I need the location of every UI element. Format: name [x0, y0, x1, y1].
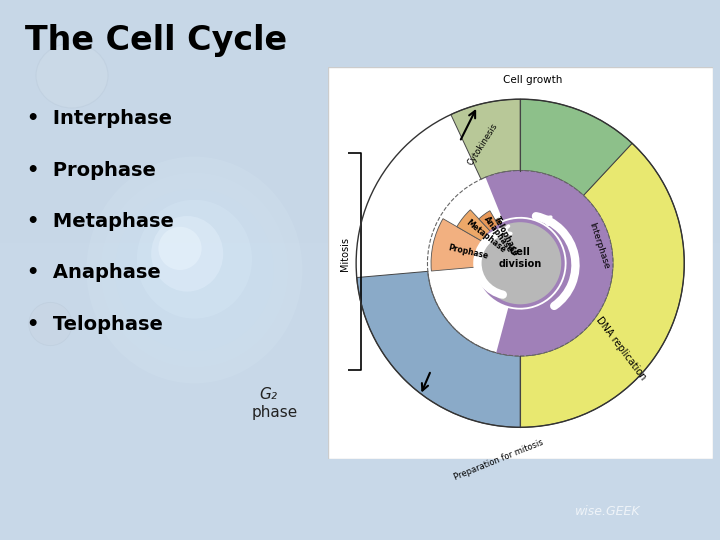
Bar: [0, 27, 720, 54]
Wedge shape: [521, 99, 632, 195]
Text: DNA replication: DNA replication: [594, 315, 648, 382]
Text: •  Interphase: • Interphase: [27, 109, 172, 129]
Text: Metaphase: Metaphase: [464, 218, 508, 254]
Text: Mitosis: Mitosis: [341, 238, 351, 271]
Bar: [0, 432, 720, 459]
Text: phase: phase: [252, 405, 298, 420]
Wedge shape: [485, 171, 613, 356]
Circle shape: [477, 220, 563, 306]
Text: •  Telophase: • Telophase: [27, 314, 163, 334]
Wedge shape: [495, 218, 518, 259]
Text: Prophase: Prophase: [447, 243, 489, 260]
Bar: [0, 351, 720, 378]
Text: Anaphase: Anaphase: [482, 214, 515, 254]
Bar: [0, 486, 720, 513]
Text: •  Anaphase: • Anaphase: [27, 263, 161, 282]
Text: The Cell Cycle: The Cell Cycle: [25, 24, 287, 57]
Bar: [0, 135, 720, 162]
Text: Cytokinesis: Cytokinesis: [466, 122, 500, 167]
Bar: [0, 405, 720, 432]
Text: Preparation for mitosis: Preparation for mitosis: [453, 438, 545, 482]
Bar: [0, 216, 720, 243]
Wedge shape: [457, 210, 516, 261]
Ellipse shape: [137, 200, 252, 319]
Bar: [0, 108, 720, 135]
Wedge shape: [356, 271, 521, 427]
Bar: [0, 324, 720, 351]
Text: •  Metaphase: • Metaphase: [27, 212, 174, 231]
Ellipse shape: [101, 173, 288, 367]
Bar: [0, 270, 720, 297]
Ellipse shape: [158, 227, 202, 270]
Text: Cell
division: Cell division: [498, 247, 542, 269]
Bar: [0, 162, 720, 189]
Text: wise.GEEK: wise.GEEK: [575, 505, 641, 518]
Wedge shape: [479, 211, 518, 259]
Bar: [0, 513, 720, 540]
Bar: [0, 297, 720, 324]
Text: Interphase: Interphase: [587, 221, 611, 270]
Bar: [0, 54, 720, 81]
Ellipse shape: [115, 189, 274, 351]
Wedge shape: [451, 99, 521, 179]
Ellipse shape: [29, 302, 72, 346]
Ellipse shape: [36, 43, 108, 108]
Text: Telophase: Telophase: [492, 215, 521, 258]
Text: •  Prophase: • Prophase: [27, 160, 156, 180]
Bar: [0, 81, 720, 108]
Wedge shape: [431, 219, 516, 271]
Ellipse shape: [151, 216, 223, 292]
Bar: [0, 459, 720, 486]
Text: Cell growth: Cell growth: [503, 75, 562, 85]
Ellipse shape: [86, 157, 302, 383]
Bar: [0, 189, 720, 216]
Bar: [0, 0, 720, 27]
Bar: [0, 378, 720, 405]
Text: G₂: G₂: [259, 387, 277, 402]
Wedge shape: [521, 143, 684, 427]
Bar: [0, 243, 720, 270]
